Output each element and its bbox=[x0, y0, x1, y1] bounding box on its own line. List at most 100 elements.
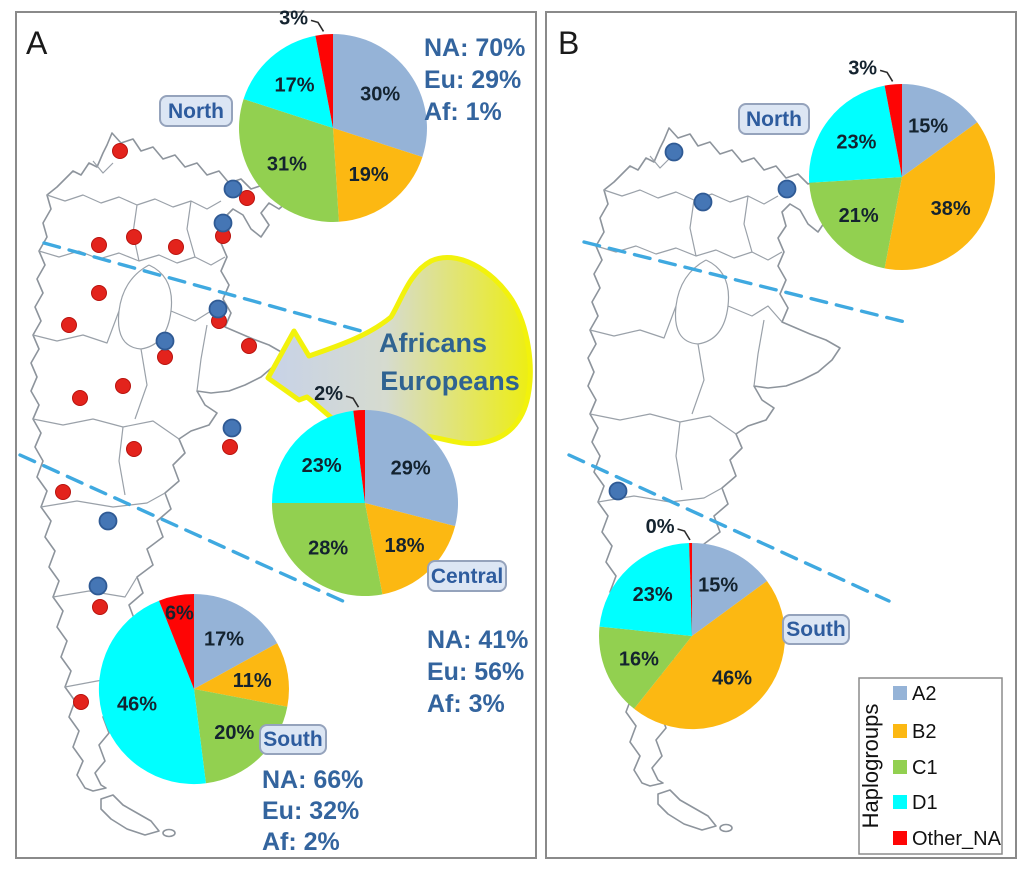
ancestry-summary-south: NA: 66% Eu: 32% Af: 2% bbox=[262, 766, 363, 856]
legend-swatch-other-na bbox=[893, 831, 907, 845]
pie-label-a-south-C1: 20% bbox=[214, 722, 254, 744]
sample-dot-red-panel_a bbox=[91, 237, 107, 253]
legend-title: Haplogroups bbox=[858, 704, 883, 829]
pie-leader-a-north-Other_NA bbox=[310, 19, 325, 32]
ancestry-summary-north: NA: 70% Eu: 29% Af: 1% bbox=[424, 34, 525, 126]
sample-dot-red-panel_a bbox=[241, 338, 257, 354]
pie-slice-a-north-A2 bbox=[333, 34, 427, 157]
pie-slice-b-north-C1 bbox=[809, 177, 902, 269]
sample-dot-blue-panel_a bbox=[208, 299, 228, 319]
sample-dot-red-panel_a bbox=[72, 390, 88, 406]
pie-slice-a-south-A2 bbox=[194, 594, 278, 689]
pie-label-b-south-A2: 15% bbox=[698, 575, 738, 597]
pie-slice-a-north-B2 bbox=[333, 128, 423, 222]
pie-leader-a-central-Other_NA bbox=[345, 395, 360, 408]
pie-slice-a-central-A2 bbox=[365, 410, 459, 527]
ancestry-north-af: Af: 1% bbox=[424, 98, 502, 126]
pie-outside-label-b-south-Other_NA: 0% bbox=[646, 516, 675, 538]
legend: Haplogroups A2 B2 C1 D1 Other_NA bbox=[858, 677, 1003, 855]
pie-charts-layer: 30% 19% 31% 17% 3% 29% 18% 28% 23% 2% 17% 11% 20% 46%… bbox=[98, 7, 996, 785]
ancestry-north-eu: Eu: 29% bbox=[424, 66, 521, 94]
pie-label-b-south-C1: 16% bbox=[619, 648, 659, 670]
legend-swatch-b2 bbox=[893, 724, 907, 738]
pie-slice-b-south-D1 bbox=[599, 543, 692, 636]
pie-slice-b-north-A2 bbox=[902, 84, 978, 177]
pie-slice-a-north-Other_NA bbox=[315, 34, 333, 128]
pie-b-north: 15% 38% 21% 23% 3% bbox=[809, 57, 996, 271]
panel-b-south-divider-line bbox=[567, 453, 891, 603]
pie-label-b-south-D1: 23% bbox=[633, 584, 673, 606]
pie-leader-b-north-Other_NA bbox=[879, 69, 894, 82]
pie-slice-a-central-D1 bbox=[271, 410, 365, 503]
legend-swatch-c1 bbox=[893, 760, 907, 774]
sample-dot-blue-panel_b bbox=[608, 481, 628, 501]
sample-dot-red-panel_a bbox=[55, 484, 71, 500]
sample-dot-blue-panel_a bbox=[98, 511, 118, 531]
arrow-text-europeans: Europeans bbox=[380, 366, 520, 396]
pie-label-b-south-B2: 46% bbox=[712, 668, 752, 690]
sample-dot-red-panel_a bbox=[157, 349, 173, 365]
pie-outside-label-a-north-Other_NA: 3% bbox=[279, 7, 308, 29]
arrow-text-africans: Africans bbox=[379, 328, 487, 358]
pie-slice-a-south-B2 bbox=[194, 643, 289, 707]
pie-slice-a-south-C1 bbox=[194, 689, 288, 784]
panel-a-letter: A bbox=[26, 25, 48, 61]
ancestry-central-na: NA: 41% bbox=[427, 626, 528, 654]
pie-outside-label-b-north-Other_NA: 3% bbox=[848, 57, 877, 79]
region-box-a-north bbox=[159, 95, 233, 127]
region-box-b-south bbox=[782, 614, 850, 645]
pie-slice-b-south-C1 bbox=[599, 626, 692, 709]
region-label-b-north: North bbox=[738, 103, 810, 135]
ancestry-south-af: Af: 2% bbox=[262, 828, 340, 856]
pie-a-south: 17% 11% 20% 46% 6% bbox=[98, 594, 289, 785]
pie-slice-a-south-D1 bbox=[98, 600, 206, 785]
pie-label-a-north-A2: 30% bbox=[360, 84, 400, 106]
pie-label-a-central-A2: 29% bbox=[391, 458, 431, 480]
legend-label-c1: C1 bbox=[912, 757, 938, 779]
pie-label-a-south-A2: 17% bbox=[204, 628, 244, 650]
ancestry-south-eu: Eu: 32% bbox=[262, 797, 359, 825]
ancestry-central-eu: Eu: 56% bbox=[427, 658, 524, 686]
ancestry-summary-central: NA: 41% Eu: 56% Af: 3% bbox=[427, 626, 528, 718]
pie-label-b-north-B2: 38% bbox=[931, 198, 971, 220]
pie-leader-b-south-Other_NA bbox=[677, 528, 691, 541]
legend-label-d1: D1 bbox=[912, 792, 938, 814]
sample-dot-red-panel_a bbox=[168, 239, 184, 255]
pie-slice-a-central-B2 bbox=[365, 503, 456, 595]
region-text-a-south: South bbox=[263, 728, 322, 751]
region-label-a-south: South bbox=[259, 724, 327, 755]
region-text-b-south: South bbox=[786, 618, 845, 641]
pie-slice-a-central-Other_NA bbox=[353, 409, 365, 503]
pie-a-central: 29% 18% 28% 23% 2% bbox=[271, 383, 459, 597]
pie-slice-a-north-C1 bbox=[239, 99, 339, 222]
region-label-a-north: North bbox=[159, 95, 233, 127]
panel-a-north-divider-line bbox=[42, 241, 374, 336]
panel-b-letter: B bbox=[558, 25, 579, 61]
sample-dot-red-panel_a bbox=[61, 317, 77, 333]
pie-slice-a-south-Other_NA bbox=[159, 594, 194, 689]
sample-dot-blue-panel_a bbox=[88, 576, 108, 596]
pie-label-b-north-A2: 15% bbox=[908, 116, 948, 138]
sample-dot-blue-panel_b bbox=[664, 142, 684, 162]
region-label-a-central: Central bbox=[427, 560, 507, 592]
legend-swatch-a2 bbox=[893, 686, 907, 700]
pie-outside-label-a-central-Other_NA: 2% bbox=[314, 383, 343, 405]
panel-a-south-divider-line bbox=[18, 453, 347, 604]
sample-dot-red-panel_a bbox=[92, 599, 108, 615]
legend-label-a2: A2 bbox=[912, 683, 936, 705]
pie-slice-a-central-C1 bbox=[272, 503, 383, 597]
sample-dot-red-panel_a bbox=[115, 378, 131, 394]
pie-label-a-north-D1: 17% bbox=[274, 74, 314, 96]
ancestry-south-na: NA: 66% bbox=[262, 766, 363, 794]
sample-dot-blue-panel_a bbox=[213, 213, 233, 233]
sample-dot-red-panel_a bbox=[91, 285, 107, 301]
pie-label-a-south-D1: 46% bbox=[117, 694, 157, 716]
pie-label-a-central-C1: 28% bbox=[308, 537, 348, 559]
pie-slice-b-south-A2 bbox=[692, 543, 767, 636]
pie-label-b-north-C1: 21% bbox=[839, 205, 879, 227]
panel-b-north-divider-line bbox=[582, 240, 907, 324]
sample-dot-red-panel_a bbox=[222, 439, 238, 455]
sample-dot-red-panel_a bbox=[126, 441, 142, 457]
